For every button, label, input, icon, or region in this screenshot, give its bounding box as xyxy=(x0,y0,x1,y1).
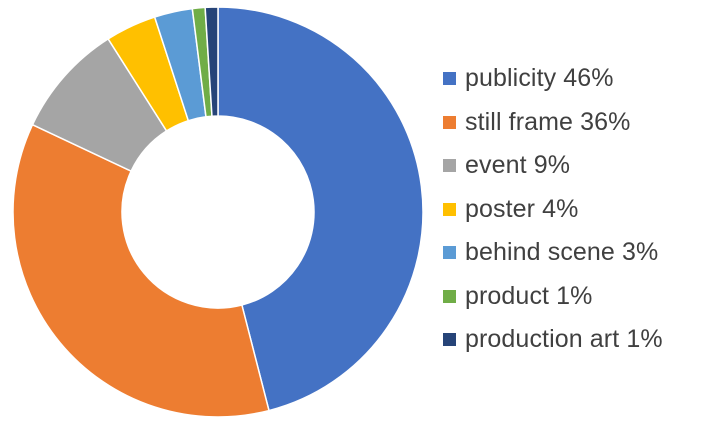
legend-swatch xyxy=(443,289,456,303)
legend-swatch xyxy=(443,115,456,129)
legend-item-behind-scene: behind scene 3% xyxy=(443,231,701,275)
donut-slices xyxy=(12,6,424,418)
legend-label: publicity 46% xyxy=(465,64,614,93)
chart-legend: publicity 46% still frame 36% event 9% post… xyxy=(443,57,701,362)
legend-item-event: event 9% xyxy=(443,144,701,188)
legend-swatch xyxy=(443,72,456,86)
legend-swatch xyxy=(443,202,456,216)
legend-item-publicity: publicity 46% xyxy=(443,57,701,101)
slice-still-frame xyxy=(12,123,270,418)
slice-publicity xyxy=(217,6,424,412)
legend-label: production art 1% xyxy=(465,325,663,354)
legend-swatch xyxy=(443,246,456,260)
legend-label: poster 4% xyxy=(465,194,579,223)
slice-production-art xyxy=(204,6,219,117)
legend-item-poster: poster 4% xyxy=(443,188,701,232)
legend-swatch xyxy=(443,333,456,347)
legend-swatch xyxy=(443,159,456,173)
legend-label: event 9% xyxy=(465,151,571,180)
legend-label: still frame 36% xyxy=(465,107,631,136)
legend-label: behind scene 3% xyxy=(465,238,659,267)
legend-label: product 1% xyxy=(465,281,593,310)
legend-item-still-frame: still frame 36% xyxy=(443,101,701,145)
legend-item-product: product 1% xyxy=(443,275,701,319)
legend-item-production-art: production art 1% xyxy=(443,318,701,362)
